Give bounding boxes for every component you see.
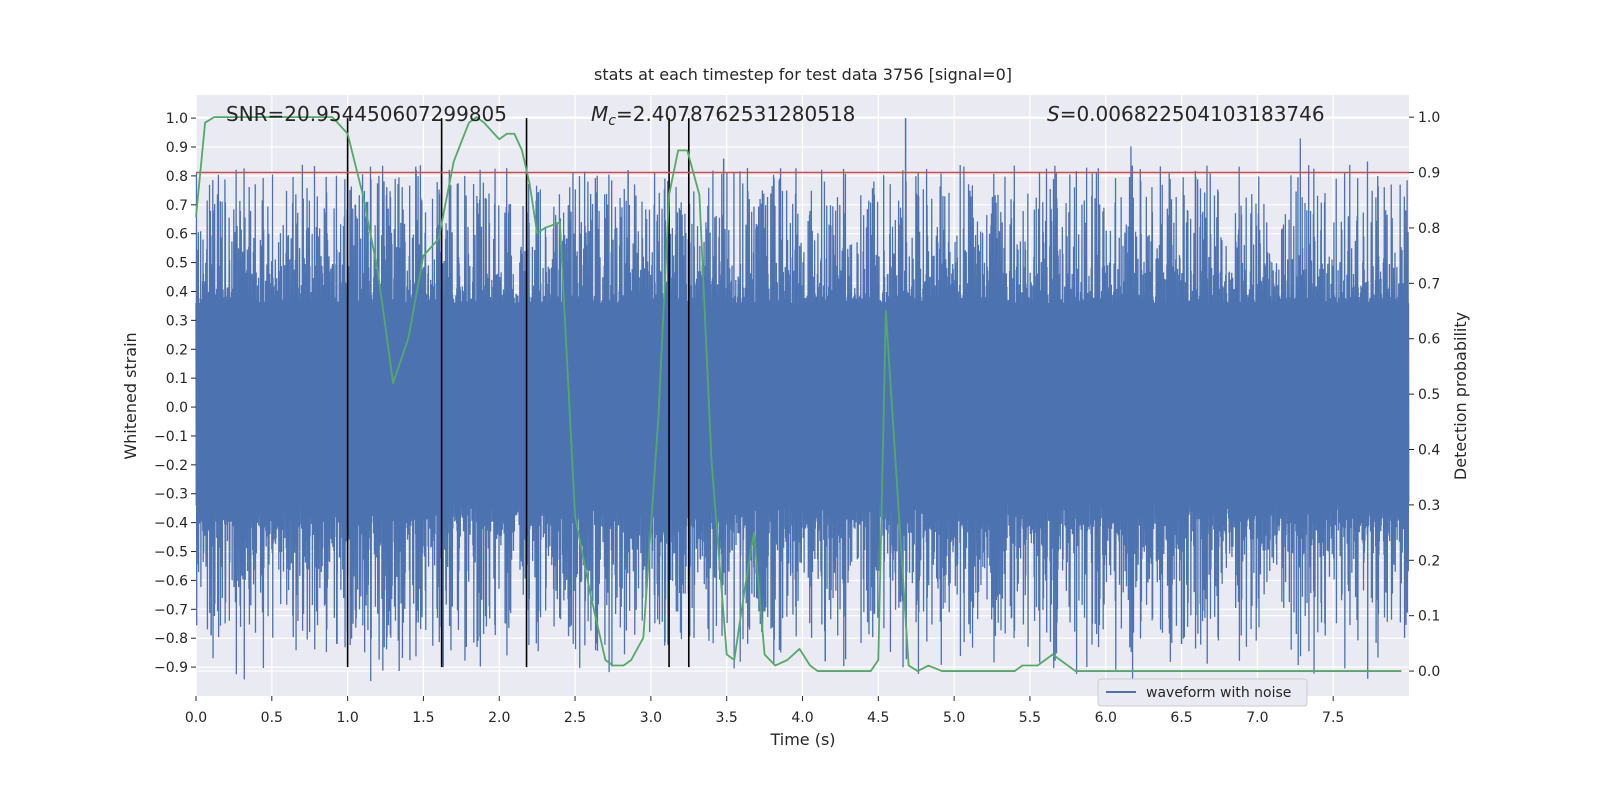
- s-symbol: S: [1047, 102, 1060, 126]
- waveform-series: [195, 118, 1410, 681]
- mc-value: =2.4078762531280518: [616, 102, 855, 126]
- y-tick-16: 0.7: [166, 198, 188, 214]
- y-tick-8: −0.1: [154, 429, 188, 445]
- x-tick-15: 7.5: [1322, 710, 1344, 726]
- y2-tick-8: 0.8: [1418, 221, 1440, 237]
- x-axis-label: Time (s): [769, 730, 835, 749]
- y2-tick-7: 0.7: [1418, 276, 1440, 292]
- y-tick-18: 0.9: [166, 140, 188, 156]
- x-tick-0: 0.0: [185, 710, 207, 726]
- y-axis-label: Whitened strain: [121, 332, 140, 459]
- x-tick-14: 7.0: [1246, 710, 1268, 726]
- snr-annotation: SNR=20.954450607299805: [226, 102, 507, 126]
- y-tick-4: −0.5: [154, 545, 188, 561]
- chart-title: stats at each timestep for test data 375…: [594, 65, 1012, 84]
- y-tick-10: 0.1: [166, 371, 188, 387]
- y2-tick-3: 0.3: [1418, 498, 1440, 514]
- x-tick-7: 3.5: [716, 710, 738, 726]
- y-tick-0: −0.9: [154, 660, 188, 676]
- y-tick-15: 0.6: [166, 227, 188, 243]
- legend-label: waveform with noise: [1146, 685, 1291, 701]
- y-tick-3: −0.6: [154, 573, 188, 589]
- s-annotation: S=0.006822504103183746: [1047, 102, 1325, 126]
- x-tick-10: 5.0: [943, 710, 965, 726]
- probability-series: [195, 116, 1402, 672]
- y2-tick-6: 0.6: [1418, 332, 1440, 348]
- chirp-mass-annotation: Mc=2.4078762531280518: [591, 102, 855, 129]
- y2-tick-1: 0.1: [1418, 609, 1440, 625]
- y2-tick-10: 1.0: [1418, 110, 1440, 126]
- x-tick-4: 2.0: [488, 710, 510, 726]
- y2-tick-2: 0.2: [1418, 553, 1440, 569]
- waveform-line: [195, 138, 1410, 681]
- mc-symbol: M: [591, 102, 608, 126]
- y2-tick-4: 0.4: [1418, 443, 1440, 459]
- x-tick-2: 1.0: [336, 710, 358, 726]
- legend-box: [1097, 678, 1308, 707]
- x-tick-3: 1.5: [412, 710, 434, 726]
- vertical-lines: [346, 118, 690, 668]
- y-tick-7: −0.2: [154, 458, 188, 474]
- y-tick-12: 0.3: [166, 313, 188, 329]
- s-value: =0.006822504103183746: [1060, 102, 1325, 126]
- y-tick-6: −0.3: [154, 487, 188, 503]
- y-tick-2: −0.7: [154, 602, 188, 618]
- y-tick-14: 0.5: [166, 256, 188, 272]
- x-tick-6: 3.0: [640, 710, 662, 726]
- x-tick-8: 4.0: [791, 710, 813, 726]
- x-tick-9: 4.5: [867, 710, 889, 726]
- y2-tick-0: 0.0: [1418, 664, 1440, 680]
- y-tick-11: 0.2: [166, 342, 188, 358]
- x-tick-5: 2.5: [564, 710, 586, 726]
- y-tick-9: 0.0: [166, 400, 188, 416]
- y-axis-right-ticks: 0.0 0.1 0.2 0.3 0.4 0.5 0.6 0.7 0.8 0.9 1.0: [1409, 110, 1440, 680]
- x-tick-12: 6.0: [1095, 710, 1117, 726]
- mc-subscript: c: [608, 113, 616, 129]
- y2-tick-9: 0.9: [1418, 166, 1440, 182]
- x-axis-ticks: 0.0 0.5 1.0 1.5 2.0 2.5 3.0 3.5 4.0 4.5 5.0 5.5 6.0 6…: [185, 696, 1344, 726]
- y2-tick-5: 0.5: [1418, 387, 1440, 403]
- y-tick-13: 0.4: [166, 284, 188, 300]
- x-tick-1: 0.5: [261, 710, 283, 726]
- x-tick-13: 6.5: [1170, 710, 1192, 726]
- probability-line: [195, 116, 1402, 672]
- y2-axis-label: Detection probability: [1451, 312, 1470, 480]
- y-tick-1: −0.8: [154, 631, 188, 647]
- y-tick-5: −0.4: [154, 516, 188, 532]
- y-tick-19: 1.0: [166, 111, 188, 127]
- y-tick-17: 0.8: [166, 169, 188, 185]
- y-axis-left-ticks: −0.9 −0.8 −0.7 −0.6 −0.5 −0.4 −0.3 −0.2 −0.1 0.0 0…: [154, 111, 196, 676]
- x-tick-11: 5.5: [1019, 710, 1041, 726]
- legend: waveform with noise: [1097, 678, 1308, 707]
